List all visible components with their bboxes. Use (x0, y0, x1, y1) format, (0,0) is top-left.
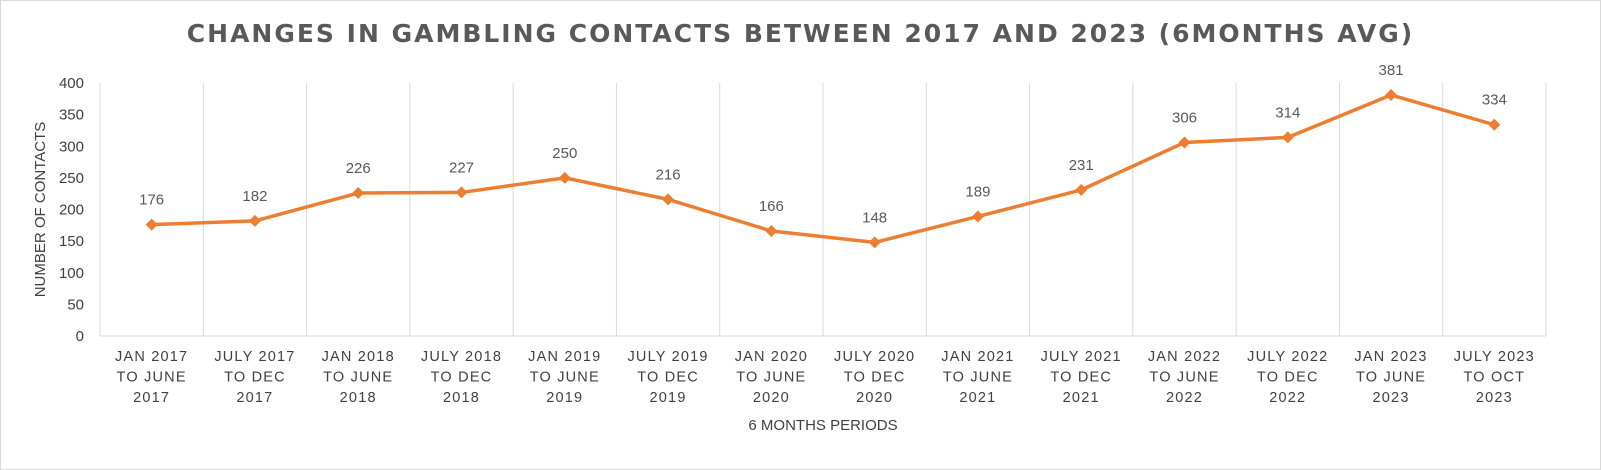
data-label: 227 (449, 159, 474, 176)
y-tick-label: 200 (59, 202, 84, 219)
data-label: 306 (1172, 109, 1197, 126)
data-point-marker (1385, 89, 1398, 102)
data-point-marker (1488, 118, 1501, 131)
data-label: 381 (1379, 62, 1404, 79)
data-label: 148 (862, 209, 887, 226)
data-point-marker (662, 193, 675, 206)
x-tick-label: JULY 2022 TO DEC 2022 (1247, 349, 1328, 406)
data-label: 334 (1482, 92, 1507, 109)
data-label: 250 (552, 145, 577, 162)
data-point-marker (1178, 136, 1191, 149)
x-tick-label: JULY 2017 TO DEC 2017 (214, 349, 295, 406)
data-label: 216 (656, 166, 681, 183)
data-point-marker (1281, 131, 1294, 144)
x-tick-label: JAN 2023 TO JUNE 2023 (1354, 349, 1427, 406)
data-point-marker (971, 210, 984, 223)
y-tick-label: 100 (59, 265, 84, 282)
y-tick-label: 400 (59, 75, 84, 92)
y-tick-label: 50 (67, 296, 84, 313)
y-axis-title: NUMBER OF CONTACTS (32, 122, 49, 298)
data-point-marker (248, 214, 261, 227)
data-label: 182 (242, 188, 267, 205)
x-axis-title: 6 MONTHS PERIODS (748, 417, 897, 434)
x-tick-label: JAN 2017 TO JUNE 2017 (115, 349, 188, 406)
data-label: 226 (346, 160, 371, 177)
data-label: 166 (759, 198, 784, 215)
data-label: 314 (1275, 104, 1300, 121)
data-point-marker (1075, 183, 1088, 196)
x-tick-label: JAN 2020 TO JUNE 2020 (735, 349, 808, 406)
y-tick-label: 150 (59, 233, 84, 250)
y-tick-label: 300 (59, 138, 84, 155)
y-tick-label: 250 (59, 170, 84, 187)
x-tick-label: JAN 2022 TO JUNE 2022 (1148, 349, 1221, 406)
chart-title: CHANGES IN GAMBLING CONTACTS BETWEEN 201… (186, 19, 1415, 48)
x-tick-label: JAN 2019 TO JUNE 2019 (528, 349, 601, 406)
data-point-marker (145, 218, 158, 231)
x-tick-label: JULY 2018 TO DEC 2018 (421, 349, 502, 406)
x-tick-label: JULY 2021 TO DEC 2021 (1041, 349, 1122, 406)
series-line (149, 93, 1497, 245)
data-point-marker (868, 236, 881, 249)
x-tick-label: JULY 2019 TO DEC 2019 (627, 349, 708, 406)
x-tick-label: JULY 2023 TO OCT 2023 (1454, 349, 1535, 406)
data-point-marker (352, 187, 365, 200)
data-label: 176 (139, 192, 164, 209)
y-tick-label: 350 (59, 107, 84, 124)
data-point-marker (765, 225, 778, 238)
data-label: 231 (1069, 157, 1094, 174)
data-point-marker (558, 171, 571, 184)
y-tick-label: 0 (76, 328, 84, 345)
data-label: 189 (965, 183, 990, 200)
x-tick-label: JAN 2021 TO JUNE 2021 (941, 349, 1014, 406)
x-tick-label: JULY 2020 TO DEC 2020 (834, 349, 915, 406)
data-point-marker (455, 186, 468, 199)
x-tick-label: JAN 2018 TO JUNE 2018 (322, 349, 395, 406)
